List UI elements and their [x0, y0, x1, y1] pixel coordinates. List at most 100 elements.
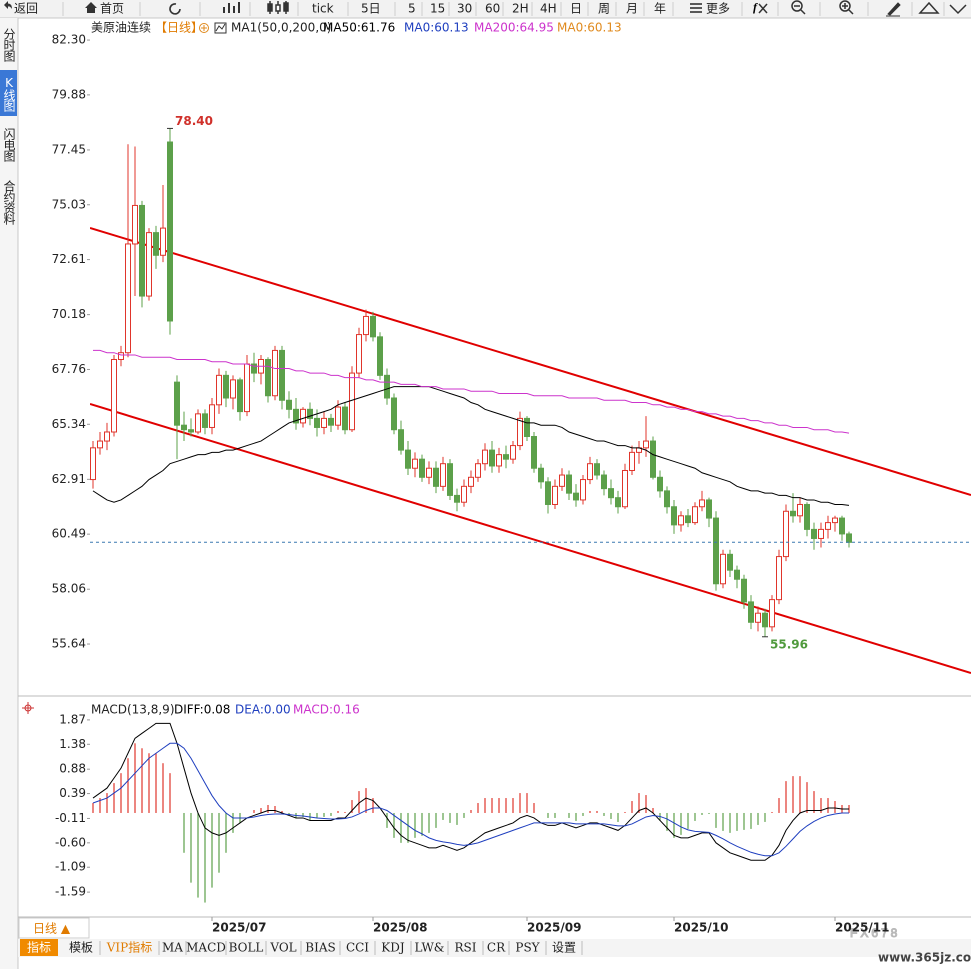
- candle-body: [237, 379, 243, 413]
- indicator-tab[interactable]: 指标: [27, 940, 51, 955]
- toolbar-button[interactable]: 15: [430, 2, 445, 16]
- toolbar-button[interactable]: 5: [408, 2, 416, 16]
- dropdown-icon[interactable]: [949, 4, 967, 15]
- side-tab[interactable]: 合约资料: [2, 180, 16, 224]
- period-button[interactable]: 日线 ▲: [33, 922, 71, 936]
- candle-body: [538, 467, 544, 483]
- indicator-tab[interactable]: PSY: [515, 941, 540, 955]
- candle-body: [321, 417, 327, 428]
- candle-icon[interactable]: [267, 1, 289, 14]
- toolbar-button[interactable]: 60: [485, 2, 500, 16]
- candles: [90, 128, 852, 637]
- y-tick-label: 60.49: [52, 527, 86, 541]
- toolbar-button[interactable]: 更多: [706, 2, 730, 16]
- side-tab[interactable]: K线图: [0, 70, 17, 116]
- candle-body: [286, 399, 292, 410]
- toolbar-button[interactable]: 4H: [540, 2, 557, 16]
- shape-icon[interactable]: [918, 1, 940, 14]
- tab-active[interactable]: [20, 939, 58, 956]
- indicator-tab[interactable]: CR: [487, 941, 506, 955]
- side-tab[interactable]: 闪电图: [2, 127, 16, 161]
- watermark-site: www.365jz.com: [878, 951, 971, 965]
- indicator-tab[interactable]: LW&: [415, 941, 445, 955]
- toolbar-button[interactable]: 年: [654, 2, 666, 16]
- zoom-in-icon[interactable]: [839, 0, 854, 15]
- y-tick-label: 0.39: [59, 786, 86, 800]
- home-icon[interactable]: [85, 2, 97, 13]
- y-tick-label: 67.76: [52, 362, 86, 376]
- min-label: 55.96: [770, 637, 808, 651]
- candle-body: [167, 141, 173, 322]
- candle-body: [377, 336, 383, 376]
- candle-body: [615, 497, 621, 508]
- y-tick-label: -0.11: [55, 811, 86, 825]
- fx-icon-x[interactable]: [758, 3, 768, 14]
- toolbar-button[interactable]: 返回: [14, 2, 38, 16]
- indicator-tab[interactable]: VIP指标: [106, 940, 152, 955]
- refresh-icon[interactable]: [169, 3, 181, 15]
- indicator-tab[interactable]: VOL: [269, 941, 296, 955]
- candle-body: [97, 440, 103, 449]
- x-tick-label: 2025/09: [527, 921, 581, 935]
- indicator-tab[interactable]: MACD: [186, 941, 226, 955]
- ma-icon-line[interactable]: [215, 23, 226, 32]
- zoom-out-icon[interactable]: [791, 0, 806, 15]
- indicator-tab[interactable]: BIAS: [305, 941, 335, 955]
- candle-body: [720, 553, 726, 585]
- candle-body: [678, 515, 684, 526]
- candle-body: [307, 408, 313, 419]
- watermark-brand: FX678: [850, 926, 900, 940]
- candle-body: [692, 506, 698, 524]
- indicator-tab[interactable]: KDJ: [381, 941, 405, 955]
- toolbar-button[interactable]: tick: [312, 2, 334, 16]
- settings-icon[interactable]: [199, 23, 209, 33]
- candle-body: [405, 449, 411, 469]
- candle-body: [125, 243, 131, 354]
- macd-icon[interactable]: [22, 702, 34, 714]
- x-tick-label: 2025/08: [373, 921, 427, 935]
- more-icon[interactable]: [690, 3, 702, 13]
- indicator-tab[interactable]: MA: [162, 941, 183, 955]
- candle-body: [433, 467, 439, 487]
- candle-body: [776, 556, 782, 601]
- candle-body: [790, 510, 796, 517]
- candle-body: [335, 406, 341, 426]
- fx-icon[interactable]: f: [753, 0, 758, 14]
- indicator-tab[interactable]: CCI: [346, 941, 369, 955]
- candle-body: [391, 397, 397, 431]
- candle-body: [90, 447, 96, 481]
- candle-body: [734, 569, 740, 580]
- period-box[interactable]: [18, 917, 90, 939]
- indicator-tab[interactable]: 设置: [552, 941, 576, 955]
- y-tick-label: 79.88: [52, 87, 86, 101]
- candle-body: [160, 227, 166, 256]
- toolbar-button[interactable]: 月: [626, 2, 638, 16]
- toolbar-button[interactable]: 5日: [361, 2, 381, 16]
- toolbar-button[interactable]: 2H: [512, 2, 529, 16]
- chart-type-icon[interactable]: [223, 2, 240, 13]
- candle-body: [216, 374, 222, 406]
- ma-icon[interactable]: [214, 22, 227, 34]
- toolbar: [0, 0, 971, 18]
- toolbar-button[interactable]: 首页: [100, 2, 124, 16]
- candle-body: [132, 204, 138, 245]
- y-tick-label: 65.34: [52, 417, 86, 431]
- y-tick-label: -0.60: [55, 835, 86, 849]
- toolbar-button[interactable]: 日: [570, 2, 582, 16]
- trend-lines: [90, 227, 971, 674]
- indicator-tab[interactable]: 模板: [69, 941, 93, 955]
- draw-icon[interactable]: [886, 2, 901, 17]
- toolbar-button[interactable]: 周: [598, 2, 610, 16]
- indicator-tab[interactable]: BOLL: [229, 941, 264, 955]
- back-icon[interactable]: [4, 1, 12, 9]
- y-tick-label: 0.88: [59, 762, 86, 776]
- candle-body: [587, 463, 593, 481]
- indicator-tab[interactable]: RSI: [455, 941, 477, 955]
- candle-body: [846, 533, 852, 543]
- toolbar-button[interactable]: 30: [457, 2, 472, 16]
- side-tab[interactable]: 分时图: [2, 28, 16, 61]
- candle-body: [503, 454, 509, 460]
- candle-body: [265, 358, 271, 397]
- candle-body: [139, 204, 145, 297]
